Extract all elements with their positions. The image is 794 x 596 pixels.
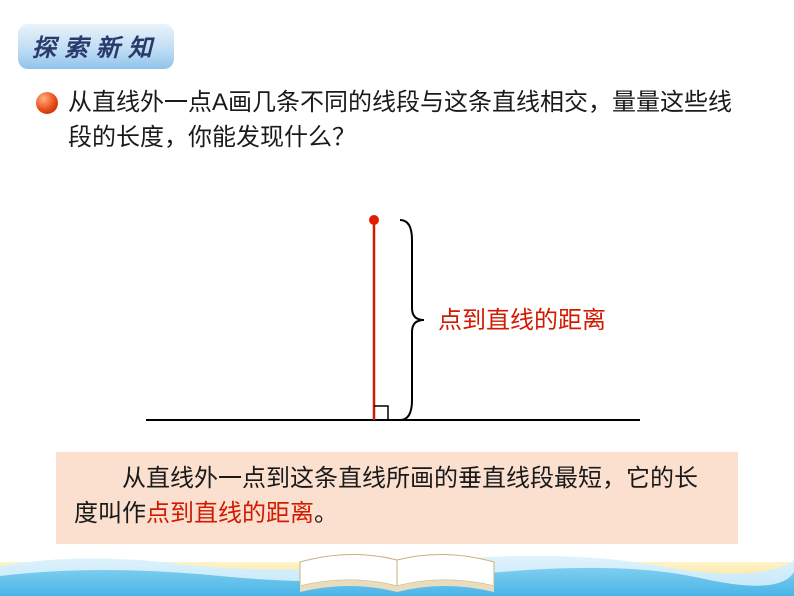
conclusion-text: 从直线外一点到这条直线所画的垂直线段最短，它的长度叫作点到直线的距离。 [74, 462, 720, 532]
distance-label: 点到直线的距离 [438, 300, 606, 335]
section-badge-text: 探索新知 [32, 35, 160, 62]
prompt-text: 从直线外一点A画几条不同的线段与这条直线相交，量量这些线段的长度，你能发现什么？ [68, 86, 754, 156]
conclusion-keyword: 点到直线的距离 [146, 500, 314, 527]
bullet-icon [36, 92, 58, 114]
section-badge: 探索新知 [18, 24, 174, 69]
right-angle-mark [374, 406, 388, 420]
conclusion-suffix: 。 [314, 500, 338, 527]
brace-icon [400, 220, 424, 420]
footer-svg [0, 542, 794, 596]
decorative-footer [0, 542, 794, 596]
point-a [369, 215, 379, 225]
prompt-row: 从直线外一点A画几条不同的线段与这条直线相交，量量这些线段的长度，你能发现什么？ [36, 86, 754, 156]
open-book-icon [300, 554, 494, 592]
conclusion-box: 从直线外一点到这条直线所画的垂直线段最短，它的长度叫作点到直线的距离。 [56, 452, 738, 544]
diagram-svg [0, 190, 794, 450]
geometry-diagram: 点到直线的距离 [0, 190, 794, 450]
